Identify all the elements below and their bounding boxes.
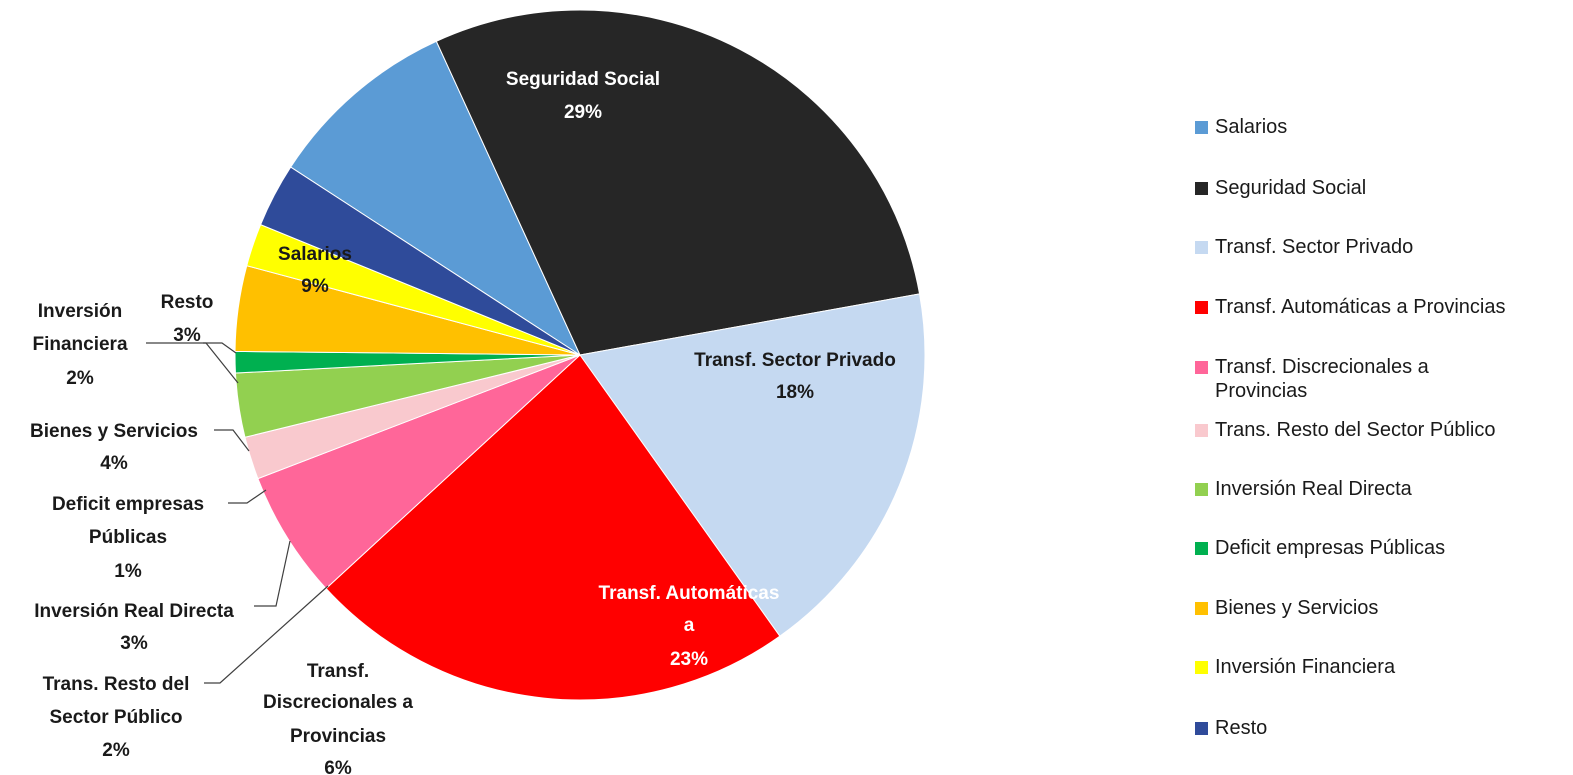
- legend-label: Seguridad Social: [1215, 177, 1367, 199]
- data-label-text: Financiera: [32, 334, 127, 355]
- data-label-percent: 3%: [173, 325, 201, 346]
- data-label-trans-resto-del-sector-publico: Trans. Resto del Sector Público 2%: [43, 674, 190, 761]
- data-label-percent: 1%: [114, 561, 142, 582]
- legend-swatch: [1195, 602, 1208, 615]
- pie-slice-transf-sector-privado: [579, 293, 926, 637]
- data-label-percent: 9%: [301, 276, 329, 297]
- data-label-text: Resto: [161, 292, 214, 313]
- data-label-deficit-empresas-publicas: Deficit empresas Públicas 1%: [52, 494, 204, 582]
- legend-swatch: [1195, 483, 1208, 496]
- data-label-text: Inversión Real Directa: [34, 601, 234, 622]
- legend-swatch: [1195, 542, 1208, 555]
- data-label-percent: 18%: [776, 382, 814, 403]
- data-label-percent: 2%: [66, 368, 94, 389]
- data-label-text: Provincias: [290, 726, 386, 747]
- legend-item-resto: Resto: [1195, 716, 1267, 740]
- legend-item-seguridad-social: Seguridad Social: [1195, 176, 1366, 200]
- data-label-seguridad-social: Seguridad Social 29%: [506, 69, 660, 123]
- data-label-transf-automaticas-a-provincias: Transf. Automáticas a 23%: [599, 583, 780, 670]
- legend-item-salarios: Salarios: [1195, 115, 1287, 139]
- data-label-text: Sector Público: [49, 707, 182, 728]
- pie-slice-seguridad-social: [435, 9, 921, 356]
- pie-slice-transf-discrecionales-a-provincias: [257, 354, 581, 590]
- legend-label: Transf. Discrecionales a Provincias: [1215, 356, 1429, 402]
- leader-line-deficit-empresas-publicas: [228, 489, 267, 504]
- legend-swatch: [1195, 182, 1208, 195]
- data-label-text: a: [684, 615, 695, 636]
- data-label-text: Seguridad Social: [506, 69, 660, 90]
- data-label-percent: 23%: [670, 649, 708, 670]
- legend-item-inversion-financiera: Inversión Financiera: [1195, 655, 1395, 679]
- leader-line-bienes-y-servicios: [214, 429, 250, 452]
- legend-swatch: [1195, 301, 1208, 314]
- data-label-percent: 4%: [100, 453, 128, 474]
- legend-swatch: [1195, 121, 1208, 134]
- data-label-percent: 6%: [324, 758, 352, 775]
- legend-label: Bienes y Servicios: [1215, 597, 1379, 619]
- pie-chart: Salarios 9% Seguridad Social 29% Transf. Sec…: [30, 9, 926, 775]
- legend-swatch: [1195, 241, 1208, 254]
- data-label-text: Inversión: [38, 301, 122, 322]
- legend-item-inversion-real-directa: Inversión Real Directa: [1195, 477, 1412, 501]
- legend-label: Transf. Sector Privado: [1215, 236, 1414, 258]
- legend-swatch: [1195, 361, 1208, 374]
- legend-swatch: [1195, 424, 1208, 437]
- pie-slice-transf-automaticas-a-provincias: [325, 354, 781, 701]
- pie-slice-resto: [259, 166, 581, 356]
- legend-label: Trans. Resto del Sector Público: [1215, 419, 1496, 441]
- legend-swatch: [1195, 661, 1208, 674]
- leader-line-resto: [203, 342, 237, 354]
- data-label-percent: 29%: [564, 102, 602, 123]
- data-label-text: Salarios: [278, 244, 352, 265]
- data-label-inversion-financiera: Inversión Financiera 2%: [32, 301, 127, 389]
- data-label-text: Públicas: [89, 527, 167, 548]
- leader-line-inversion-real-directa: [254, 540, 291, 607]
- legend-swatch: [1195, 722, 1208, 735]
- data-label-text: Transf. Automáticas: [599, 583, 780, 604]
- pie-slice-salarios: [289, 40, 582, 357]
- data-label-salarios: Salarios 9%: [278, 244, 352, 297]
- legend-label: Salarios: [1215, 116, 1288, 138]
- data-label-transf-discrecionales-a-provincias: Transf. Discrecionales a Provincias 6%: [263, 661, 413, 775]
- legend-label: Transf. Automáticas a Provincias: [1215, 296, 1506, 318]
- data-label-text: Trans. Resto del: [43, 674, 190, 695]
- data-label-text: Deficit empresas: [52, 494, 204, 515]
- legend-item-transf-automaticas-a-provincias: Transf. Automáticas a Provincias: [1195, 295, 1506, 319]
- legend-item-deficit-empresas-publicas: Deficit empresas Públicas: [1195, 536, 1445, 560]
- leader-line-trans-resto-del-sector-publico: [204, 585, 329, 684]
- data-label-percent: 2%: [102, 740, 130, 761]
- legend-item-bienes-y-servicios: Bienes y Servicios: [1195, 596, 1378, 620]
- data-label-transf-sector-privado: Transf. Sector Privado 18%: [694, 350, 896, 403]
- leader-line-inversion-financiera: [146, 342, 239, 384]
- data-label-text: Bienes y Servicios: [30, 421, 198, 442]
- data-label-text: Transf. Sector Privado: [694, 350, 896, 371]
- legend-label: Resto: [1215, 717, 1268, 739]
- legend-label: Inversión Real Directa: [1215, 478, 1412, 500]
- legend-label: Deficit empresas Públicas: [1215, 537, 1446, 559]
- data-label-inversion-real-directa: Inversión Real Directa 3%: [34, 601, 234, 654]
- legend-label: Inversión Financiera: [1215, 656, 1396, 678]
- data-label-resto: Resto 3%: [161, 292, 214, 346]
- legend-item-trans-resto-del-sector-publico: Trans. Resto del Sector Público: [1195, 418, 1496, 442]
- legend-item-transf-discrecionales-a-provincias: Transf. Discrecionales a Provincias: [1195, 355, 1485, 403]
- legend-item-transf-sector-privado: Transf. Sector Privado: [1195, 235, 1413, 259]
- data-label-text: Discrecionales a: [263, 692, 413, 713]
- data-label-percent: 3%: [120, 633, 148, 654]
- data-label-text: Transf.: [307, 661, 369, 682]
- data-label-bienes-y-servicios: Bienes y Servicios 4%: [30, 421, 198, 474]
